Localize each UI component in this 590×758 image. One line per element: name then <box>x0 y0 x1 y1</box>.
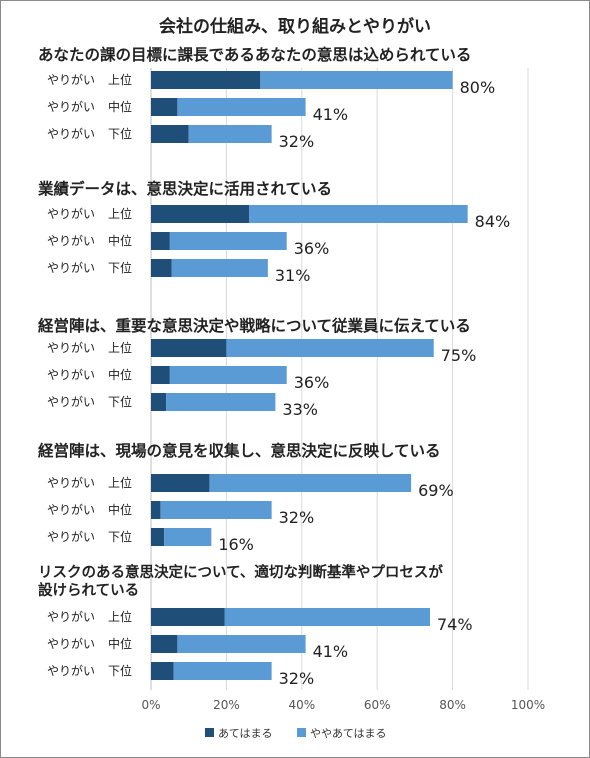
legend-label: あてはまる <box>218 727 273 740</box>
data-label: 80% <box>460 78 496 97</box>
row-label-level: 中位 <box>108 367 132 382</box>
row-label-level: 上位 <box>108 206 132 221</box>
row-label: やりがい <box>47 340 95 355</box>
row-label: やりがい <box>47 502 95 517</box>
bar-light <box>164 528 212 546</box>
group-title: リスクのある意思決定について、適切な判断基準やプロセスが <box>38 563 443 581</box>
row-label-level: 上位 <box>108 72 132 87</box>
group-title: 経営陣は、現場の意見を収集し、意思決定に反映している <box>38 441 441 460</box>
row-label: やりがい <box>47 99 95 114</box>
bar-dark <box>151 366 170 384</box>
row-label-level: 上位 <box>108 609 132 624</box>
data-label: 36% <box>294 373 330 392</box>
row-label-level: 中位 <box>108 233 132 248</box>
x-tick-label: 20% <box>213 698 240 712</box>
group-title: 経営陣は、重要な意思決定や戦略について従業員に伝えている <box>38 316 471 335</box>
bar-dark <box>151 259 172 277</box>
data-label: 69% <box>418 481 454 500</box>
row-label-level: 上位 <box>108 475 132 490</box>
bar-light <box>166 393 276 411</box>
bar-light <box>177 635 306 653</box>
row-label-level: 中位 <box>108 99 132 114</box>
group-title: 設けられている <box>38 581 139 599</box>
data-label: 32% <box>279 132 315 151</box>
row-label-level: 下位 <box>108 529 132 544</box>
row-label-level: 下位 <box>108 260 132 275</box>
bar-dark <box>151 501 161 519</box>
bar-light <box>209 474 412 492</box>
bar-dark <box>151 662 174 680</box>
row-label: やりがい <box>47 72 95 87</box>
data-label: 31% <box>275 266 311 285</box>
bar-dark <box>151 125 189 143</box>
bar-light <box>188 125 272 143</box>
x-tick-label: 100% <box>511 698 545 712</box>
data-label: 84% <box>475 212 511 231</box>
legend-swatch-dark <box>205 728 214 737</box>
row-label: やりがい <box>47 475 95 490</box>
group-title: 業績データは、意思決定に活用されている <box>37 179 332 198</box>
bar-light <box>173 662 272 680</box>
row-label: やりがい <box>47 394 95 409</box>
bar-light <box>171 259 268 277</box>
x-tick-label: 60% <box>364 698 391 712</box>
group-title: あなたの課の目標に課長であるあなたの意思は込められている <box>38 45 471 64</box>
bar-light <box>224 608 430 626</box>
bar-light <box>249 205 468 223</box>
row-label-level: 下位 <box>108 126 132 141</box>
bar-dark <box>151 528 165 546</box>
row-label: やりがい <box>47 663 95 678</box>
row-label: やりがい <box>47 206 95 221</box>
bar-light <box>169 366 287 384</box>
bar-light <box>226 339 434 357</box>
data-label: 75% <box>441 346 477 365</box>
data-label: 36% <box>294 239 330 258</box>
data-label: 32% <box>279 508 315 527</box>
row-label-level: 中位 <box>108 502 132 517</box>
row-label-level: 下位 <box>108 394 132 409</box>
row-label: やりがい <box>47 529 95 544</box>
bar-light <box>169 232 287 250</box>
bar-dark <box>151 474 210 492</box>
data-label: 32% <box>279 669 315 688</box>
data-label: 74% <box>437 615 473 634</box>
bar-light <box>160 501 272 519</box>
data-label: 41% <box>313 642 349 661</box>
bar-dark <box>151 339 227 357</box>
chart-title: 会社の仕組み、取り組みとやりがい <box>159 17 431 37</box>
legend-swatch-light <box>297 728 306 737</box>
row-label: やりがい <box>47 233 95 248</box>
bar-dark <box>151 232 170 250</box>
row-label: やりがい <box>47 609 95 624</box>
row-label: やりがい <box>47 260 95 275</box>
row-label-level: 下位 <box>108 663 132 678</box>
bar-dark <box>151 393 167 411</box>
data-label: 33% <box>282 400 318 419</box>
row-label-level: 上位 <box>108 340 132 355</box>
data-label: 41% <box>313 105 349 124</box>
bar-dark <box>151 608 225 626</box>
bar-dark <box>151 635 178 653</box>
x-tick-label: 80% <box>439 698 466 712</box>
bar-dark <box>151 71 261 89</box>
bar-dark <box>151 205 250 223</box>
x-tick-label: 40% <box>288 698 315 712</box>
row-label: やりがい <box>47 367 95 382</box>
legend-label: ややあてはまる <box>310 727 387 740</box>
row-label-level: 中位 <box>108 636 132 651</box>
bar-dark <box>151 98 178 116</box>
bar-light <box>177 98 306 116</box>
x-tick-label: 0% <box>141 698 160 712</box>
bar-light <box>260 71 453 89</box>
row-label: やりがい <box>47 126 95 141</box>
row-label: やりがい <box>47 636 95 651</box>
data-label: 16% <box>218 535 254 554</box>
